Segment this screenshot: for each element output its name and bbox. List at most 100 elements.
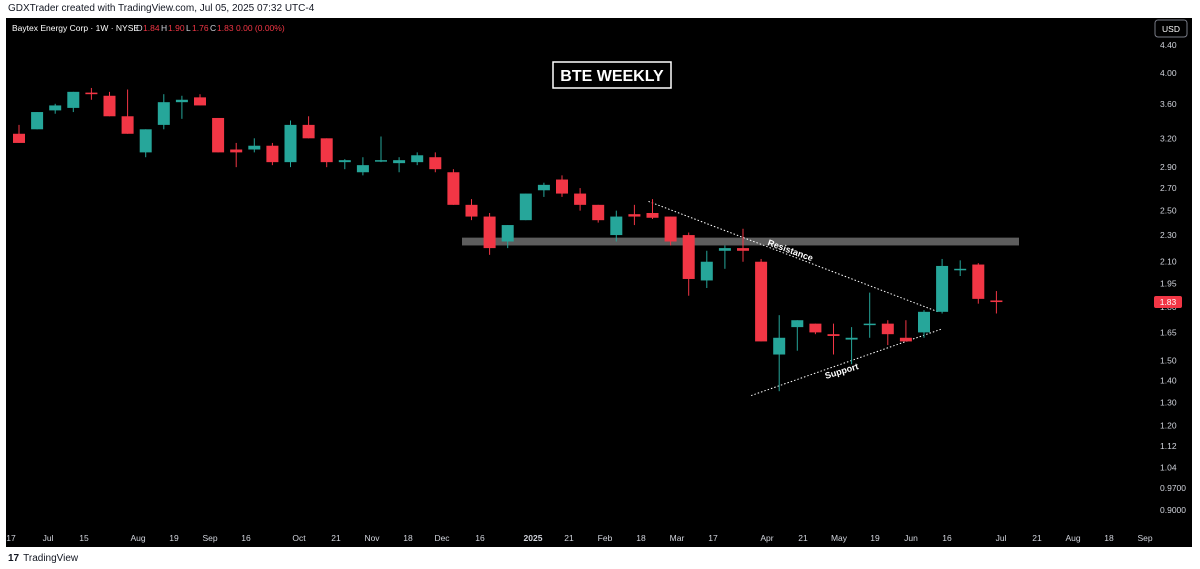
candle-body[interactable] [936,265,949,312]
candle-body[interactable] [610,216,623,236]
candle-body[interactable] [628,214,641,217]
candle-body[interactable] [411,155,424,163]
legend-c-label: C [210,23,216,33]
candle-body[interactable] [972,264,985,299]
price-tick-label: 2.70 [1160,183,1177,193]
candle-body[interactable] [863,323,876,326]
candle-body[interactable] [103,95,116,117]
candle-body[interactable] [827,334,840,336]
candle-body[interactable] [447,172,460,205]
created-text: GDXTrader created with TradingView.com, … [8,3,315,14]
candle-body[interactable] [592,204,605,221]
candle-body[interactable] [537,184,550,191]
legend-c-value: 1.83 [217,23,234,33]
time-tick-label: 17 [708,533,718,543]
price-tick-label: 2.90 [1160,162,1177,172]
price-tick-label: 2.30 [1160,230,1177,240]
legend-o-label: O [136,23,143,33]
time-tick-label: 19 [169,533,179,543]
candle-body[interactable] [375,160,387,162]
time-tick-label: May [831,533,848,543]
candle-body[interactable] [556,179,568,194]
time-tick-label: Mar [670,533,685,543]
candle-body[interactable] [755,261,768,342]
candle-body[interactable] [85,92,98,95]
price-tick-label: 0.9000 [1160,505,1186,515]
candle-body[interactable] [809,323,822,333]
candle-body[interactable] [899,337,912,342]
time-tick-label: Aug [1065,533,1080,543]
candle-body[interactable] [574,193,587,205]
resistance-zone[interactable] [462,237,1019,246]
price-tick-label: 1.04 [1160,463,1177,473]
tradingview-logo[interactable]: 17 TradingView [8,553,78,564]
candle-body[interactable] [881,323,894,335]
time-tick-label: Jul [996,533,1007,543]
price-tick-label: 2.10 [1160,257,1177,267]
candle-body[interactable] [718,248,731,251]
time-tick-label: 18 [636,533,646,543]
symbol-legend: Baytex Energy Corp · 1W · NYSE O 1.84 H … [12,23,285,33]
candle-body[interactable] [212,117,225,153]
candle-body[interactable] [175,99,188,103]
candle-body[interactable] [157,102,170,125]
candle-body[interactable] [67,91,80,108]
time-tick-label: 21 [1032,533,1042,543]
candle-body[interactable] [338,160,351,163]
price-tick-label: 1.50 [1160,355,1177,365]
time-axis[interactable]: 17 Jul 15 Aug 19 Sep 16 Oct 21 Nov 18 Dec 16 2025 21 Fe… [6,533,1153,543]
candle-body[interactable] [501,225,514,242]
price-tick-label: 4.00 [1160,68,1177,78]
candle-body[interactable] [519,193,532,221]
candle-body[interactable] [393,160,406,164]
candle-body[interactable] [465,204,478,217]
currency-button[interactable] [1154,19,1188,38]
currency-label: USD [1162,24,1180,34]
title-box [552,61,672,89]
price-tick-label: 0.9700 [1160,483,1186,493]
candle-body[interactable] [429,157,442,170]
candle-body[interactable] [230,149,243,153]
candle-body[interactable] [664,216,677,242]
candle-body[interactable] [918,311,930,333]
candle-body[interactable] [320,138,333,163]
candle-body[interactable] [13,133,25,143]
price-axis[interactable]: 4.40 4.00 3.60 3.20 2.90 2.70 2.50 2.30 2.10 1.95… [1160,40,1186,515]
candle-body[interactable] [990,300,1003,303]
candle-body[interactable] [284,124,297,163]
candle-body[interactable] [121,116,134,134]
time-tick-label: 21 [331,533,341,543]
time-tick-label: Apr [760,533,773,543]
price-tick-label: 1.40 [1160,376,1177,386]
resistance-trendline[interactable] [648,200,939,313]
price-tick-label: 1.20 [1160,421,1177,431]
candle-body[interactable] [483,216,496,249]
candle-body[interactable] [356,165,369,173]
candle-body[interactable] [773,337,786,355]
candle-body[interactable] [791,320,804,328]
candle-body[interactable] [302,124,315,139]
price-tick-label: 1.65 [1160,327,1177,337]
time-tick-label: 21 [798,533,808,543]
last-price-value: 1.83 [1160,297,1177,307]
chart-panel[interactable] [6,18,1192,547]
candle-body[interactable] [31,112,44,130]
candle-body[interactable] [954,268,967,271]
candle-body[interactable] [266,145,279,163]
legend-l-label: L [186,23,191,33]
candle-body[interactable] [682,235,695,279]
time-tick-label: Sep [202,533,217,543]
candle-body[interactable] [700,261,713,281]
candle-body[interactable] [646,212,659,218]
candle-body[interactable] [139,129,152,153]
time-tick-label: Jun [904,533,918,543]
candle-body[interactable] [194,97,206,106]
legend-symbol: Baytex Energy Corp · 1W · NYSE [12,23,139,33]
candle-body[interactable] [845,337,858,340]
candle-body[interactable] [49,105,62,111]
time-tick-label: 15 [79,533,89,543]
candle-body[interactable] [737,248,749,251]
candle-body[interactable] [248,145,261,150]
time-tick-label: Jul [43,533,54,543]
